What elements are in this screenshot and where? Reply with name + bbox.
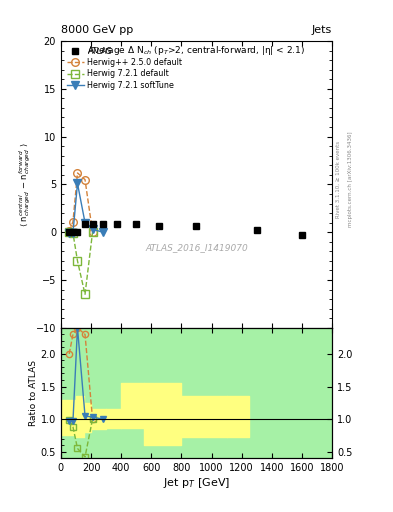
Y-axis label: Ratio to ATLAS: Ratio to ATLAS — [29, 360, 38, 426]
ATLAS — [101, 221, 105, 227]
ATLAS — [114, 221, 119, 227]
ATLAS — [134, 221, 139, 227]
Herwig 7.2.1 softTune — [75, 180, 80, 186]
ATLAS — [299, 232, 304, 238]
Herwig++ 2.5.0 default — [83, 177, 87, 183]
Text: Rivet 3.1.10, ≥ 100k events: Rivet 3.1.10, ≥ 100k events — [336, 141, 341, 218]
X-axis label: Jet p$_T$ [GeV]: Jet p$_T$ [GeV] — [163, 476, 230, 490]
Herwig++ 2.5.0 default — [71, 219, 75, 225]
Herwig 7.2.1 default — [83, 291, 87, 297]
Herwig 7.2.1 default — [90, 229, 95, 236]
Text: Average Δ N$_{ch}$ (p$_T$>2, central-forward, |η| < 2.1): Average Δ N$_{ch}$ (p$_T$>2, central-for… — [87, 44, 306, 57]
Herwig 7.2.1 default — [67, 229, 72, 236]
Line: Herwig 7.2.1 softTune: Herwig 7.2.1 softTune — [65, 180, 107, 237]
Herwig 7.2.1 default — [75, 258, 80, 264]
Herwig 7.2.1 softTune — [101, 229, 105, 236]
Herwig++ 2.5.0 default — [75, 170, 80, 176]
Text: ATLAS_2016_I1419070: ATLAS_2016_I1419070 — [145, 243, 248, 252]
Text: mcplots.cern.ch [arXiv:1306.3436]: mcplots.cern.ch [arXiv:1306.3436] — [348, 132, 353, 227]
Herwig 7.2.1 default — [71, 230, 75, 236]
Text: 8000 GeV pp: 8000 GeV pp — [61, 25, 133, 35]
ATLAS — [90, 221, 95, 227]
Herwig 7.2.1 softTune — [83, 220, 87, 226]
ATLAS — [83, 221, 87, 227]
ATLAS — [71, 229, 75, 236]
Herwig 7.2.1 softTune — [90, 226, 95, 232]
Y-axis label: ⟨ n$^{central}_{charged}$ − n$^{forward}_{charged}$ ⟩: ⟨ n$^{central}_{charged}$ − n$^{forward}… — [17, 142, 33, 227]
Text: Jets: Jets — [312, 25, 332, 35]
Herwig 7.2.1 softTune — [67, 229, 72, 236]
ATLAS — [194, 222, 199, 228]
ATLAS — [254, 227, 259, 233]
Herwig++ 2.5.0 default — [67, 228, 72, 234]
ATLAS — [67, 229, 72, 235]
Line: Herwig++ 2.5.0 default: Herwig++ 2.5.0 default — [65, 169, 96, 236]
Herwig++ 2.5.0 default — [90, 229, 95, 236]
Legend: ATLAS, Herwig++ 2.5.0 default, Herwig 7.2.1 default, Herwig 7.2.1 softTune: ATLAS, Herwig++ 2.5.0 default, Herwig 7.… — [65, 45, 184, 92]
ATLAS — [156, 222, 161, 228]
Line: Herwig 7.2.1 default: Herwig 7.2.1 default — [65, 228, 96, 298]
ATLAS — [75, 229, 80, 236]
Line: ATLAS: ATLAS — [66, 221, 305, 238]
Herwig 7.2.1 softTune — [71, 229, 75, 236]
